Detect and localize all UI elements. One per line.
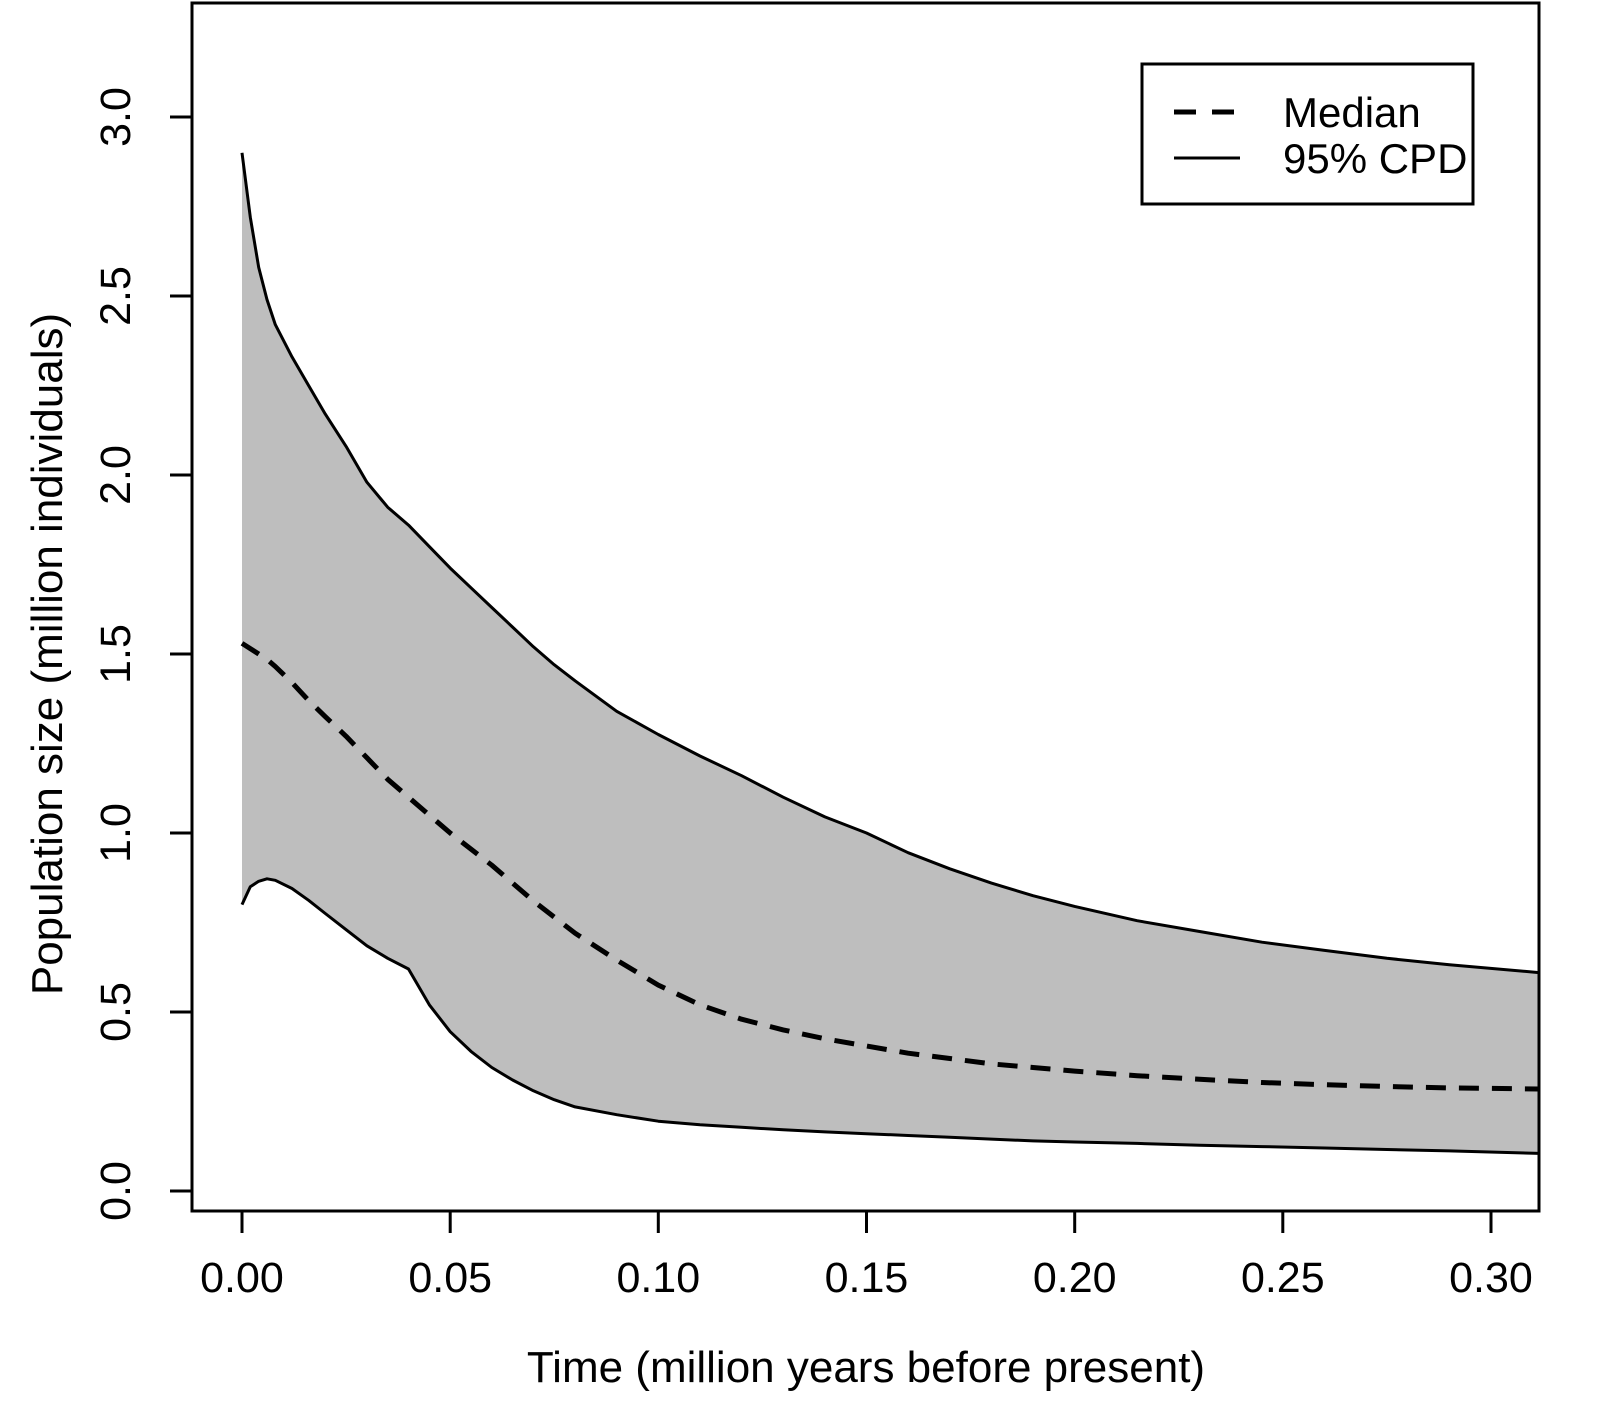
x-axis-title: Time (million years before present): [527, 1343, 1205, 1392]
legend-box: [1140, 62, 1475, 206]
cpd-band: [242, 152, 1539, 1154]
y-tick-label: 2.0: [92, 445, 140, 505]
y-axis: 0.0 0.5 1.0 1.5 2.0 2.5 3.0: [92, 87, 192, 1221]
legend-cpd-label: 95% CPD: [1283, 135, 1467, 182]
y-tick-label: 3.0: [92, 87, 140, 147]
y-tick-label: 1.0: [92, 803, 140, 863]
cpd-band-group: [242, 152, 1539, 1154]
x-tick-label: 0.30: [1449, 1254, 1533, 1302]
x-tick-label: 0.15: [825, 1254, 909, 1302]
median-line: [240, 641, 1539, 1092]
legend: Median 95% CPD: [1140, 62, 1475, 206]
legend-median-label: Median: [1283, 89, 1421, 136]
x-tick-label: 0.20: [1033, 1254, 1117, 1302]
curve-group: [240, 152, 1540, 1155]
x-tick-label: 0.10: [616, 1254, 700, 1302]
cpd-upper-line: [240, 152, 1540, 975]
y-tick-label: 2.5: [92, 266, 140, 326]
y-tick-label: 1.5: [92, 624, 140, 684]
y-tick-label: 0.0: [92, 1161, 140, 1221]
y-tick-label: 0.5: [92, 982, 140, 1042]
x-tick-label: 0.25: [1241, 1254, 1325, 1302]
y-axis-title: Population size (million individuals): [23, 313, 72, 995]
x-tick-label: 0.05: [408, 1254, 492, 1302]
cpd-lower-line: [240, 877, 1539, 1155]
x-axis: 0.00 0.05 0.10 0.15 0.20 0.25 0.30: [200, 1211, 1533, 1302]
x-tick-label: 0.00: [200, 1254, 284, 1302]
